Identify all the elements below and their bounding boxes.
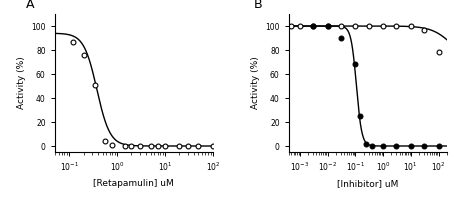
- Text: B: B: [253, 0, 262, 11]
- Text: A: A: [26, 0, 35, 11]
- Y-axis label: Activity (%): Activity (%): [16, 57, 25, 109]
- X-axis label: [Retapamulin] uM: [Retapamulin] uM: [93, 179, 174, 188]
- X-axis label: [Inhibitor] uM: [Inhibitor] uM: [336, 179, 398, 188]
- Y-axis label: Activity (%): Activity (%): [250, 57, 259, 109]
